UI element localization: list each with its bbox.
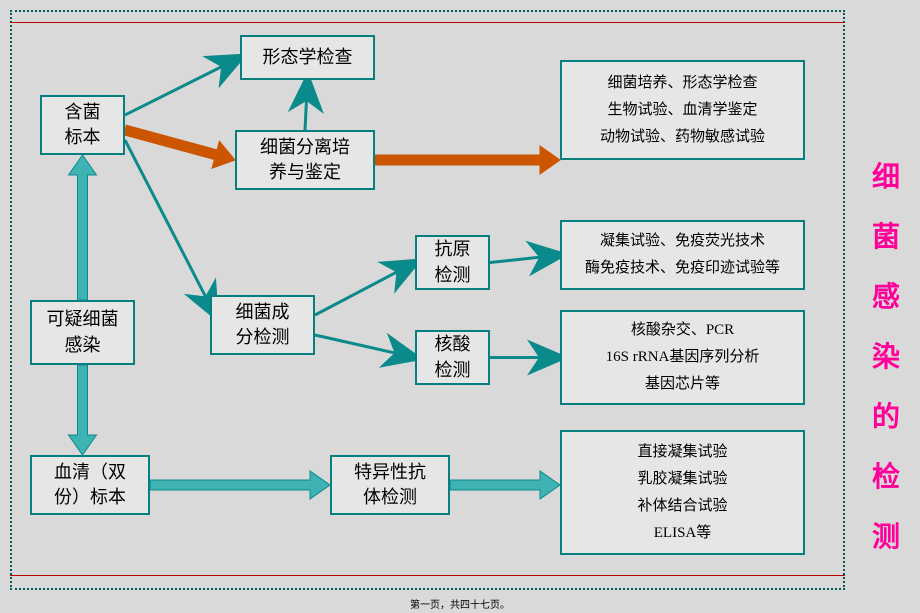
- box-kangyuan: 抗原检测: [415, 235, 490, 290]
- bigbox-line: 直接凝集试验: [637, 439, 727, 466]
- bigbox-line: 16S rRNA基因序列分析: [606, 344, 760, 371]
- title-char: 感: [872, 275, 900, 315]
- bigbox-line: 细菌培养、形态学检查: [607, 70, 757, 97]
- bigbox-line: 乳胶凝集试验: [637, 466, 727, 493]
- label: 细菌分离培养与鉴定: [260, 135, 350, 185]
- box-fenli: 细菌分离培养与鉴定: [235, 130, 375, 190]
- bigbox-line: 基因芯片等: [645, 371, 720, 398]
- box-xueqing: 血清（双份）标本: [30, 455, 150, 515]
- title-vertical: 细菌感染的检测: [872, 155, 900, 555]
- box-teyi: 特异性抗体检测: [330, 455, 450, 515]
- label: 特异性抗体检测: [354, 460, 426, 510]
- bigbox-line: ELISA等: [654, 520, 712, 547]
- label: 核酸检测: [435, 332, 471, 382]
- bigbox-bot: 直接凝集试验乳胶凝集试验补体结合试验ELISA等: [560, 430, 805, 555]
- box-keyi: 可疑细菌感染: [30, 300, 135, 365]
- red-line-top: [10, 22, 845, 23]
- bigbox-line: 补体结合试验: [637, 493, 727, 520]
- box-hanjun: 含菌标本: [40, 95, 125, 155]
- title-char: 测: [872, 515, 900, 555]
- bigbox-line: 核酸杂交、PCR: [631, 317, 734, 344]
- title-char: 染: [872, 335, 900, 375]
- bigbox-line: 凝集试验、免疫荧光技术: [600, 228, 765, 255]
- red-line-bottom: [10, 575, 845, 576]
- title-char: 的: [872, 395, 900, 435]
- box-xingtai: 形态学检查: [240, 35, 375, 80]
- label: 形态学检查: [263, 45, 353, 70]
- bigbox-line: 动物试验、药物敏感试验: [600, 124, 765, 151]
- bigbox-line: 酶免疫技术、免疫印迹试验等: [585, 255, 780, 282]
- footer-text: 第一页，共四十七页。: [0, 596, 920, 611]
- label: 血清（双份）标本: [54, 460, 126, 510]
- title-char: 菌: [872, 215, 900, 255]
- title-char: 检: [872, 455, 900, 495]
- label: 抗原检测: [435, 237, 471, 287]
- bigbox-line: 生物试验、血清学鉴定: [607, 97, 757, 124]
- label: 细菌成分检测: [236, 300, 290, 350]
- bigbox-mid2: 核酸杂交、PCR16S rRNA基因序列分析基因芯片等: [560, 310, 805, 405]
- footer-label: 第一页，共四十七页。: [410, 600, 510, 611]
- title-char: 细: [872, 155, 900, 195]
- label: 可疑细菌感染: [47, 307, 119, 357]
- label: 含菌标本: [65, 100, 101, 150]
- box-hesuan: 核酸检测: [415, 330, 490, 385]
- box-chengfen: 细菌成分检测: [210, 295, 315, 355]
- bigbox-mid1: 凝集试验、免疫荧光技术酶免疫技术、免疫印迹试验等: [560, 220, 805, 290]
- bigbox-top: 细菌培养、形态学检查生物试验、血清学鉴定动物试验、药物敏感试验: [560, 60, 805, 160]
